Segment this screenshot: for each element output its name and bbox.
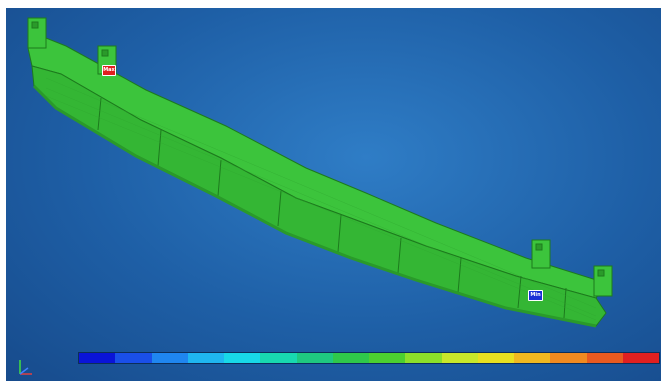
mesh-texture: [45, 77, 597, 321]
beam-top-flange: [27, 37, 607, 299]
legend-segment: [79, 353, 116, 363]
min-marker[interactable]: Min: [528, 290, 543, 301]
max-marker[interactable]: Max: [102, 65, 116, 76]
axis-triad-icon: [19, 360, 32, 375]
legend-segment: [405, 353, 442, 363]
legend-segment: [622, 353, 659, 363]
legend-segment: [296, 353, 333, 363]
bracket-right-1: [531, 239, 551, 269]
legend-segment: [550, 353, 587, 363]
color-legend-ticks: [78, 365, 658, 377]
legend-segment: [514, 353, 551, 363]
color-legend-bar: [78, 352, 660, 364]
legend-segment: [332, 353, 369, 363]
bracket-left-1: [27, 17, 47, 49]
legend-segment: [441, 353, 478, 363]
legend-segment: [115, 353, 152, 363]
legend-segment: [586, 353, 623, 363]
beam-model[interactable]: [6, 8, 661, 381]
3d-viewport[interactable]: Max Min: [6, 8, 661, 381]
legend-segment: [187, 353, 224, 363]
legend-segment: [224, 353, 261, 363]
legend-segment: [260, 353, 297, 363]
legend-segment: [477, 353, 514, 363]
bracket-right-2: [593, 265, 613, 297]
legend-segment: [151, 353, 188, 363]
legend-segment: [369, 353, 406, 363]
beam-bottom-flange: [32, 84, 597, 328]
